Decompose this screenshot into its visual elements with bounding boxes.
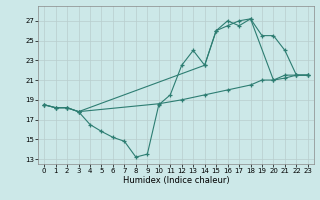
X-axis label: Humidex (Indice chaleur): Humidex (Indice chaleur) — [123, 176, 229, 185]
